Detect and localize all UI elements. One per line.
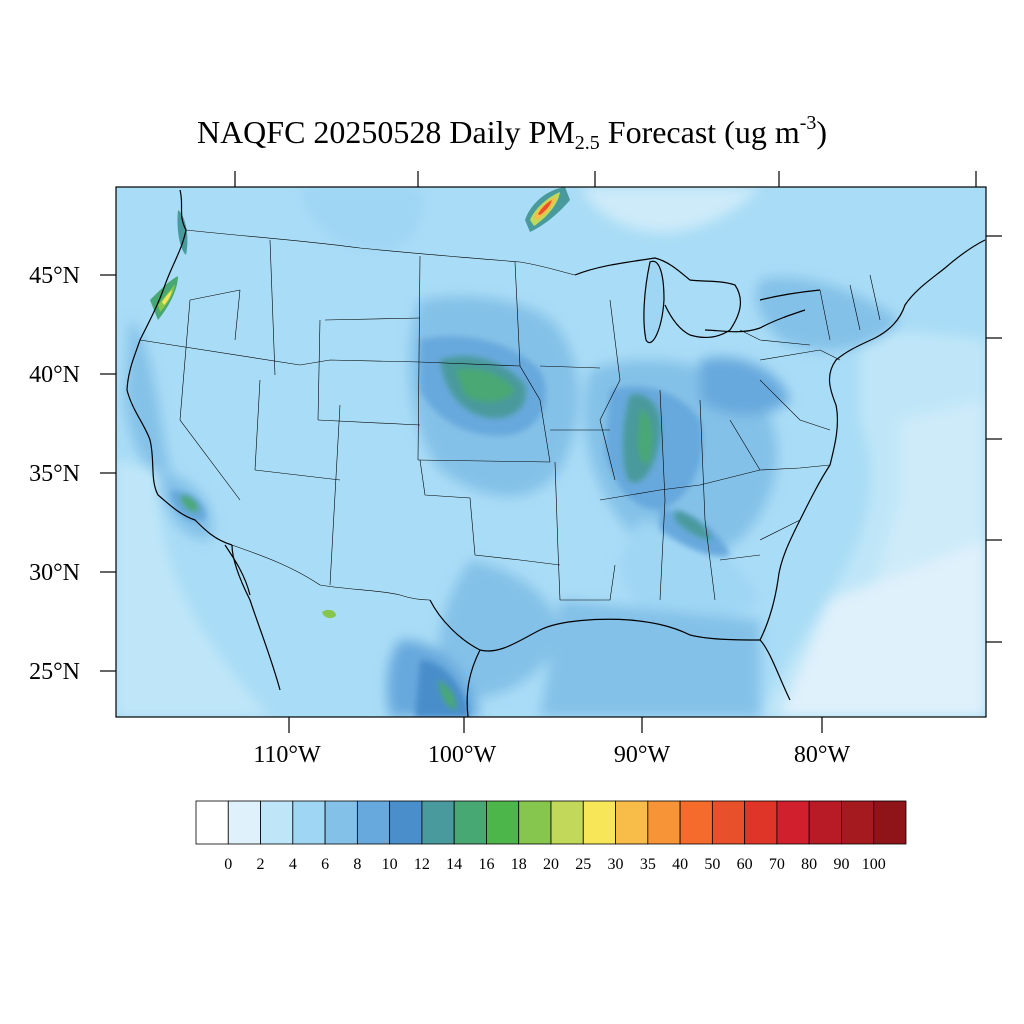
colorbar-swatch [356, 800, 391, 845]
colorbar-label: 20 [543, 856, 559, 873]
colorbar-swatch [550, 800, 584, 845]
ocean-shading [116, 187, 986, 717]
lat-label: 35°N [29, 461, 80, 487]
title-units: Forecast (ug m [599, 114, 800, 150]
axis-ticks [100, 171, 1002, 733]
colorbar-label: 10 [382, 856, 398, 873]
colorbar-label: 90 [833, 856, 849, 873]
colorbar-label: 8 [353, 856, 361, 873]
colorbar-swatch [518, 800, 552, 845]
colorbar-swatch [711, 800, 746, 845]
colorbar: 0 2 4 6 8 10 12 14 16 18 20 25 30 35 40 50 60 70 80 90 100 [195, 800, 907, 873]
colorbar-swatch [873, 800, 907, 845]
colorbar-label: 16 [478, 856, 494, 873]
colorbar-label: 60 [737, 856, 753, 873]
colorbar-label: 25 [575, 856, 591, 873]
lat-label: 25°N [29, 659, 80, 685]
colorbar-label: 4 [289, 856, 297, 873]
lon-label: 110°W [253, 742, 321, 768]
colorbar-swatch [744, 800, 778, 845]
lon-label: 80°W [794, 742, 851, 768]
colorbar-label: 35 [640, 856, 656, 873]
colorbar-swatch [421, 800, 455, 845]
colorbar-swatch [582, 800, 616, 845]
colorbar-label: 80 [801, 856, 817, 873]
colorbar-swatch [195, 800, 229, 845]
colorbar-swatch [260, 800, 294, 845]
colorbar-label: 100 [862, 856, 886, 873]
latitude-labels: 45°N 40°N 35°N 30°N 25°N [29, 263, 80, 685]
colorbar-label: 18 [511, 856, 527, 873]
colorbar-label: 6 [321, 856, 329, 873]
title-end: ) [816, 114, 828, 150]
colorbar-swatch [453, 800, 487, 845]
coastlines [126, 189, 986, 717]
state-borders [139, 229, 881, 601]
colorbar-swatch [324, 800, 358, 845]
colorbar-label: 70 [769, 856, 785, 873]
colorbar-swatch [776, 800, 810, 845]
colorbar-label: 0 [224, 856, 232, 873]
lat-label: 40°N [29, 362, 80, 388]
longitude-labels: 110°W 100°W 90°W 80°W [253, 742, 850, 768]
map-field [116, 187, 986, 717]
lon-label: 100°W [428, 742, 497, 768]
map-frame [115, 186, 987, 718]
colorbar-label: 12 [414, 856, 430, 873]
lat-label: 30°N [29, 560, 80, 586]
colorbar-swatch [647, 800, 681, 845]
lake-michigan [643, 261, 664, 343]
high-zones [180, 356, 712, 710]
colorbar-label: 14 [446, 856, 462, 873]
map-title: NAQFC 20250528 Daily PM2.5 Forecast (ug … [0, 112, 1024, 154]
title-main: NAQFC 20250528 Daily PM [196, 114, 575, 150]
colorbar-label: 40 [672, 856, 688, 873]
title-subscript: 2.5 [574, 132, 600, 154]
colorbar-swatch [389, 800, 423, 845]
colorbar-swatch [615, 800, 649, 845]
colorbar-swatch [227, 800, 261, 845]
northern-minnesota-smoke [525, 187, 570, 232]
lon-label: 90°W [614, 742, 671, 768]
new-mexico-hotspot [322, 609, 336, 619]
colorbar-swatch [808, 800, 842, 845]
colorbar-label: 2 [257, 856, 265, 873]
title-superscript: -3 [799, 112, 817, 134]
colorbar-label: 30 [608, 856, 624, 873]
colorbar-swatch [486, 800, 520, 845]
colorbar-swatch [292, 800, 326, 845]
colorbar-swatch [841, 800, 875, 845]
lat-label: 45°N [29, 263, 80, 289]
moderate-zones [125, 187, 900, 717]
colorbar-swatch [679, 800, 713, 845]
colorbar-label: 50 [704, 856, 720, 873]
pacific-northwest-plume [150, 210, 188, 320]
